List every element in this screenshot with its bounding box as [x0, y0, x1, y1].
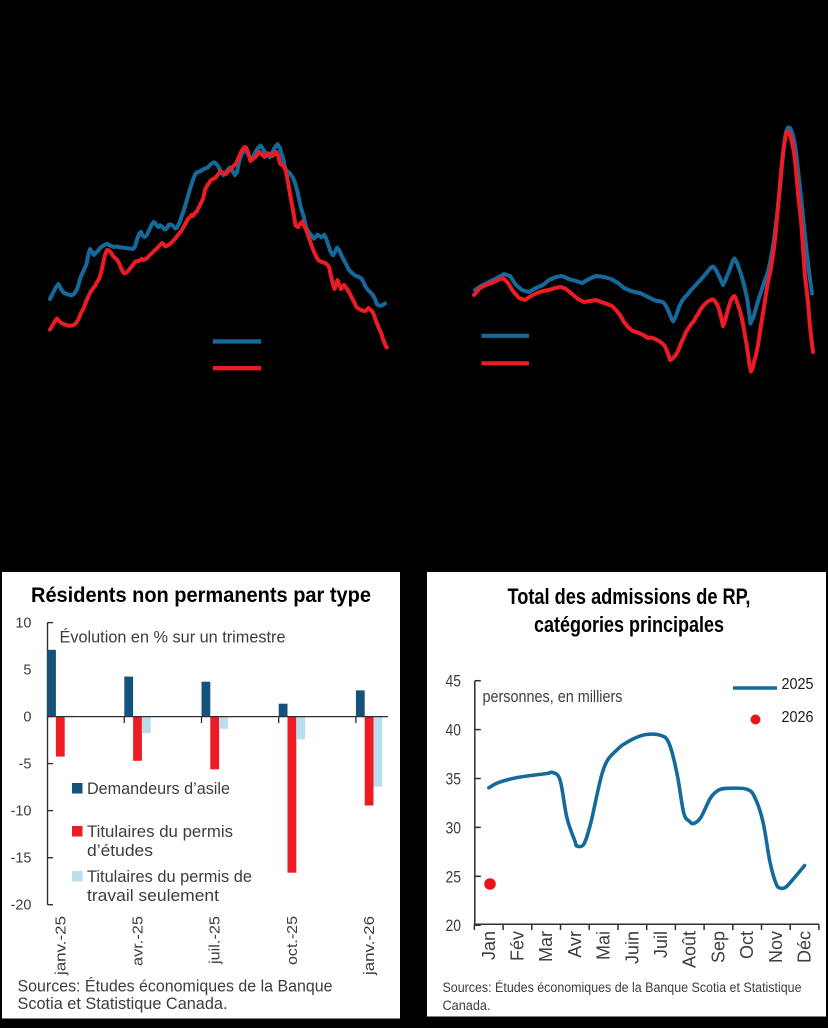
svg-text:40: 40 — [446, 721, 462, 740]
svg-text:Oct: Oct — [737, 931, 757, 959]
svg-text:oct.-25: oct.-25 — [285, 916, 301, 965]
svg-text:Déc: Déc — [795, 931, 815, 963]
svg-text:Jan: Jan — [479, 931, 499, 960]
svg-text:10: 10 — [15, 616, 31, 632]
svg-text:Sources: Études économiques de: Sources: Études économiques de la Banque… — [443, 980, 802, 995]
svg-text:Avr: Avr — [565, 931, 585, 958]
svg-text:25: 25 — [446, 867, 462, 886]
svg-text:janv.-26: janv.-26 — [362, 916, 378, 976]
svg-text:30: 30 — [446, 818, 462, 837]
svg-text:Total des admissions de RP,: Total des admissions de RP, — [508, 584, 751, 609]
svg-text:35: 35 — [446, 770, 462, 789]
svg-text:Août: Août — [680, 931, 700, 968]
svg-text:Titulaires du permis: Titulaires du permis — [87, 822, 233, 841]
svg-text:Titulaires du permis de: Titulaires du permis de — [87, 867, 252, 886]
svg-text:45: 45 — [446, 672, 462, 691]
svg-text:catégories principales: catégories principales — [534, 612, 724, 637]
svg-text:Sources: Études économiques de: Sources: Études économiques de la Banque — [18, 977, 333, 996]
svg-text:20: 20 — [446, 916, 462, 935]
svg-text:Fév: Fév — [508, 931, 528, 961]
svg-text:2026: 2026 — [782, 709, 814, 726]
svg-text:-20: -20 — [11, 898, 32, 914]
svg-text:Sep: Sep — [708, 931, 728, 963]
svg-text:5: 5 — [23, 663, 31, 679]
svg-text:Scotia et Statistique Canada.: Scotia et Statistique Canada. — [18, 995, 228, 1013]
svg-text:2025: 2025 — [782, 676, 814, 693]
svg-text:avr.-25: avr.-25 — [131, 916, 147, 966]
svg-text:Mar: Mar — [536, 931, 556, 962]
svg-text:Demandeurs d’asile: Demandeurs d’asile — [87, 779, 230, 798]
svg-text:Évolution en % sur un trimestr: Évolution en % sur un trimestre — [60, 628, 286, 647]
svg-text:-5: -5 — [19, 757, 32, 773]
svg-text:Nov: Nov — [766, 931, 786, 963]
svg-text:-10: -10 — [11, 804, 32, 820]
svg-text:personnes, en milliers: personnes, en milliers — [483, 687, 623, 706]
svg-text:travail seulement: travail seulement — [87, 886, 219, 905]
svg-text:janv.-25: janv.-25 — [53, 916, 69, 976]
svg-text:Juil: Juil — [651, 931, 671, 958]
svg-text:Canada.: Canada. — [443, 998, 491, 1013]
svg-text:0: 0 — [23, 710, 31, 726]
svg-text:juil.-25: juil.-25 — [208, 916, 224, 965]
svg-text:d’études: d’études — [87, 841, 153, 860]
svg-text:-15: -15 — [11, 851, 32, 867]
svg-text:Mai: Mai — [594, 931, 614, 960]
svg-text:Juin: Juin — [622, 931, 642, 964]
svg-text:Résidents non permanents par t: Résidents non permanents par type — [31, 584, 371, 607]
